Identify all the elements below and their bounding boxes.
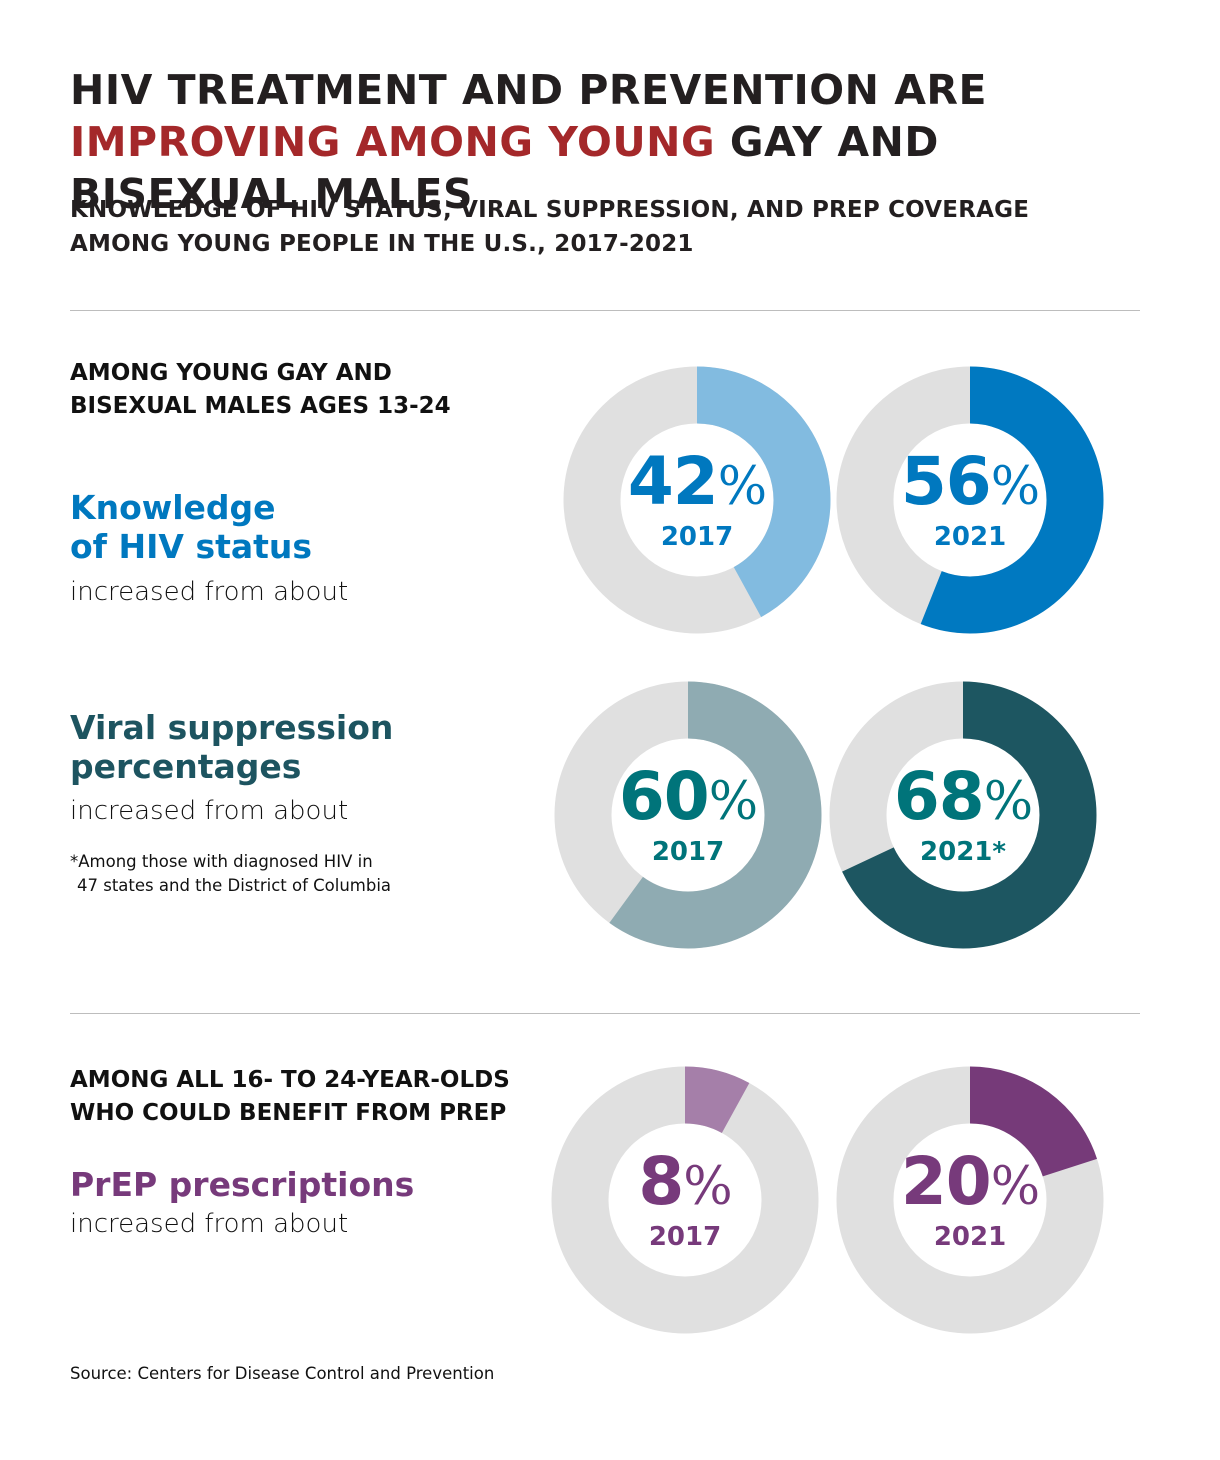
donut-label: 60% 2017 xyxy=(553,680,823,950)
donut-ring xyxy=(563,366,831,634)
divider xyxy=(70,310,1140,311)
group-heading-young-gay-bisexual: AMONG YOUNG GAY AND BISEXUAL MALES AGES … xyxy=(70,357,451,423)
title-text-2: GAY AND BISEXUAL MALES xyxy=(70,118,939,218)
donut-ring xyxy=(829,681,1097,949)
title-text-1: HIV TREATMENT AND PREVENTION ARE xyxy=(70,66,987,114)
donut-year: 2017 xyxy=(660,521,734,552)
footnote-line: 47 states and the District of Columbia xyxy=(77,876,392,895)
donut-ring xyxy=(554,681,822,949)
divider xyxy=(70,1013,1140,1014)
donut-value: 60% xyxy=(618,757,758,835)
donut-prep-2021: 20% 2021 xyxy=(835,1065,1105,1335)
donut-label: 20% 2021 xyxy=(835,1065,1105,1335)
title-accent: IMPROVING AMONG YOUNG xyxy=(70,118,716,166)
metric-title-line: Viral suppression xyxy=(70,708,394,747)
group-heading-line: AMONG ALL 16- TO 24-YEAR-OLDS xyxy=(70,1067,510,1093)
donut-value: 42% xyxy=(627,442,767,520)
group-heading-line: WHO COULD BENEFIT FROM PREP xyxy=(70,1100,507,1126)
donut-label: 68% 2021* xyxy=(828,680,1098,950)
donut-label: 56% 2021 xyxy=(835,365,1105,635)
metric-subtext-prep: increased from about xyxy=(70,1209,349,1239)
metric-title-viral-suppression: Viral suppression percentages xyxy=(70,708,393,786)
donut-ring xyxy=(836,1066,1104,1334)
metric-title-line: of HIV status xyxy=(70,527,313,566)
donut-ring xyxy=(551,1066,819,1334)
footnote-line: *Among those with diagnosed HIV in xyxy=(70,852,373,871)
donut-year: 2021 xyxy=(933,521,1007,552)
group-heading-line: BISEXUAL MALES AGES 13-24 xyxy=(70,393,451,419)
donut-value: 56% xyxy=(900,442,1040,520)
metric-title-line: Knowledge xyxy=(70,488,276,527)
donut-viral-suppression-2021: 68% 2021* xyxy=(828,680,1098,950)
donut-year: 2017 xyxy=(651,836,725,867)
group-heading-prep-eligible: AMONG ALL 16- TO 24-YEAR-OLDS WHO COULD … xyxy=(70,1064,510,1130)
subtitle-line-1: KNOWLEDGE OF HIV STATUS, VIRAL SUPPRESSI… xyxy=(70,197,1030,223)
footnote: *Among those with diagnosed HIV in 47 st… xyxy=(70,850,391,898)
metric-subtext-knowledge: increased from about xyxy=(70,577,349,607)
donut-ring xyxy=(836,366,1104,634)
donut-knowledge-2017: 42% 2017 xyxy=(562,365,832,635)
metric-title-knowledge: Knowledge of HIV status xyxy=(70,488,312,566)
donut-value: 68% xyxy=(893,757,1033,835)
subtitle-line-2: AMONG YOUNG PEOPLE IN THE U.S., 2017-202… xyxy=(70,231,694,257)
donut-label: 8% 2017 xyxy=(550,1065,820,1335)
page-title: HIV TREATMENT AND PREVENTION ARE IMPROVI… xyxy=(70,64,1170,220)
metric-title-prep: PrEP prescriptions xyxy=(70,1165,415,1204)
page-subtitle: KNOWLEDGE OF HIV STATUS, VIRAL SUPPRESSI… xyxy=(70,193,1170,261)
donut-label: 42% 2017 xyxy=(562,365,832,635)
source-note: Source: Centers for Disease Control and … xyxy=(70,1364,495,1383)
metric-subtext-viral-suppression: increased from about xyxy=(70,796,349,826)
donut-viral-suppression-2017: 60% 2017 xyxy=(553,680,823,950)
donut-value: 8% xyxy=(638,1142,732,1220)
donut-year: 2017 xyxy=(648,1221,722,1252)
metric-title-line: percentages xyxy=(70,747,302,786)
donut-knowledge-2021: 56% 2021 xyxy=(835,365,1105,635)
donut-year: 2021* xyxy=(920,836,1006,867)
donut-year: 2021 xyxy=(933,1221,1007,1252)
donut-prep-2017: 8% 2017 xyxy=(550,1065,820,1335)
donut-value: 20% xyxy=(900,1142,1040,1220)
group-heading-line: AMONG YOUNG GAY AND xyxy=(70,360,392,386)
